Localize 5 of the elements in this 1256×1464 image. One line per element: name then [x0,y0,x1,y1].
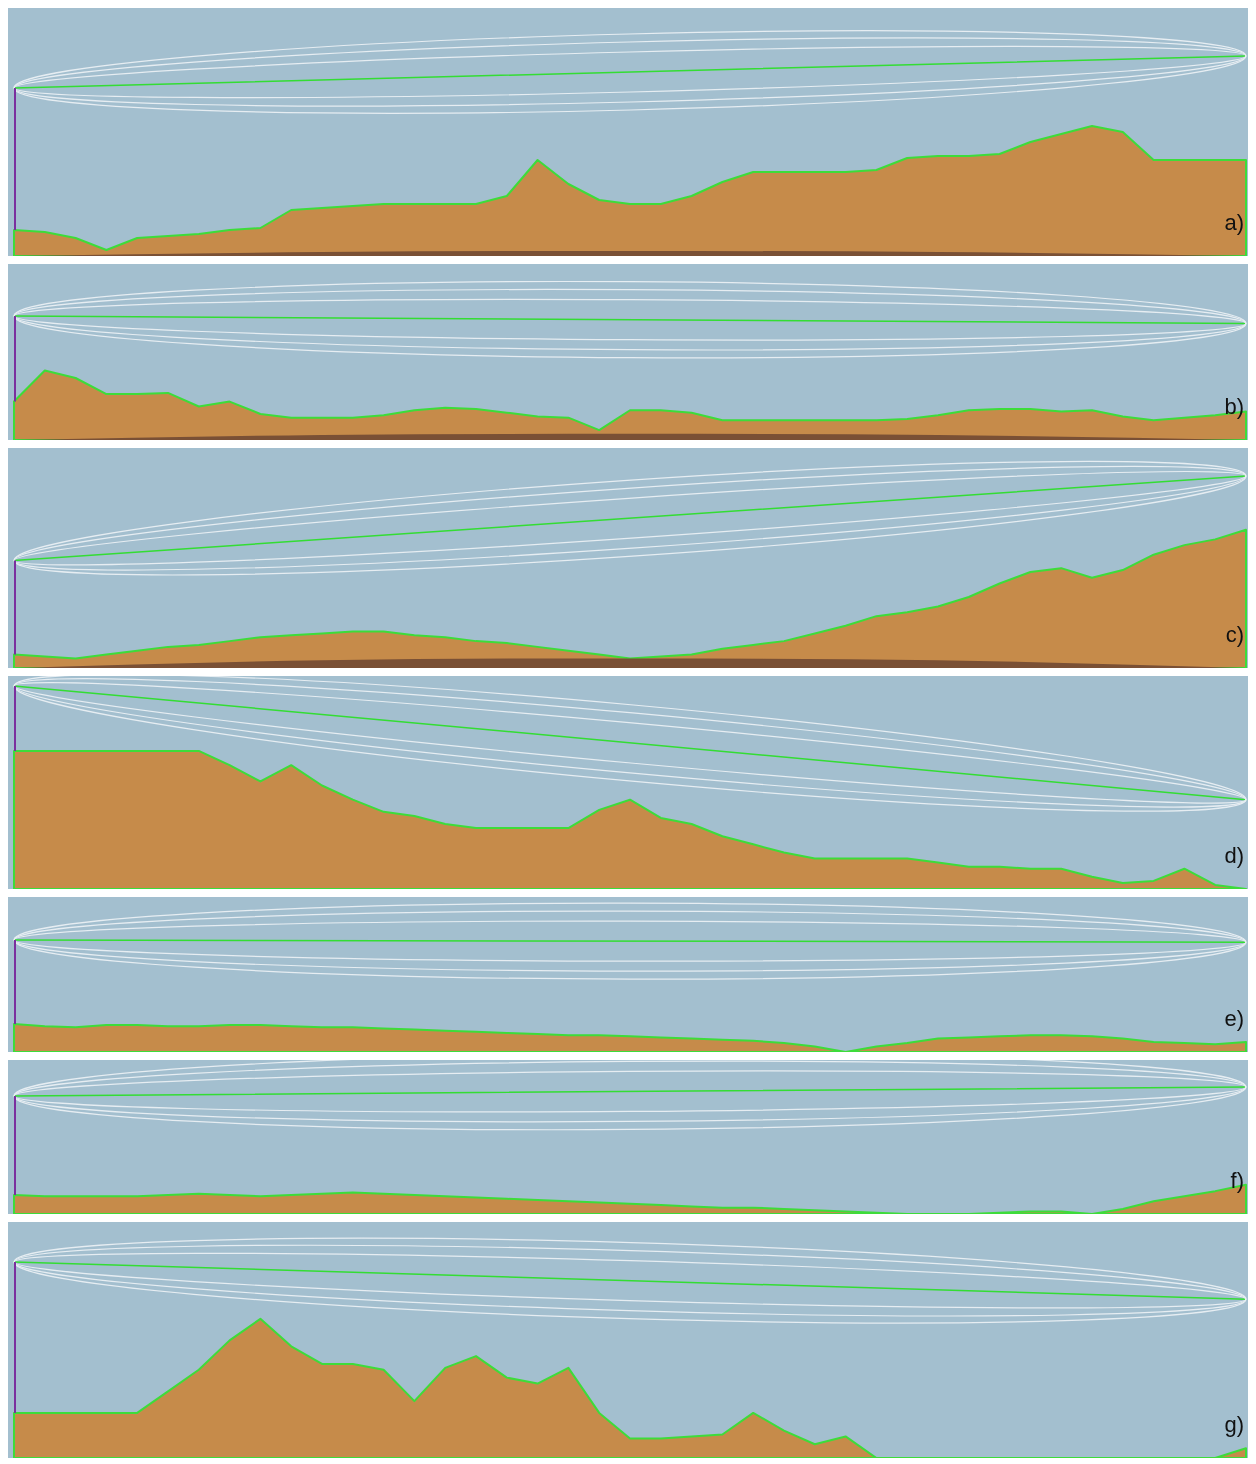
text: a) [1224,210,1244,235]
text: g) [1224,1412,1244,1437]
text: d) [1224,843,1244,868]
text: e) [1224,1006,1244,1031]
text: c) [1225,622,1244,647]
